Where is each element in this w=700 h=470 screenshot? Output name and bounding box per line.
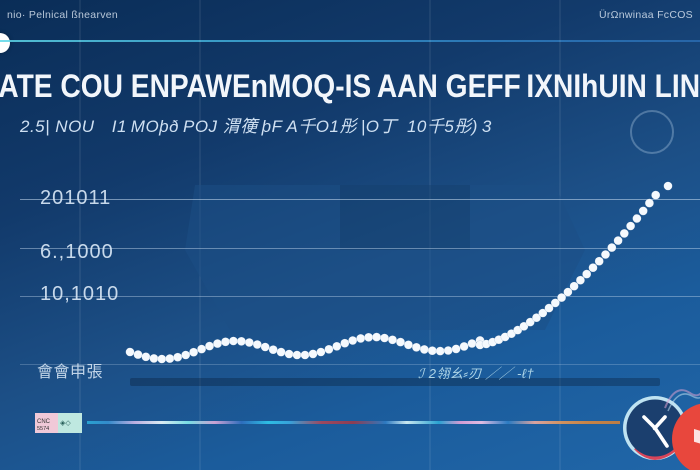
- svg-text:CNC: CNC: [37, 419, 51, 425]
- svg-text:5574: 5574: [37, 426, 49, 432]
- svg-text:◈◇: ◈◇: [60, 420, 71, 427]
